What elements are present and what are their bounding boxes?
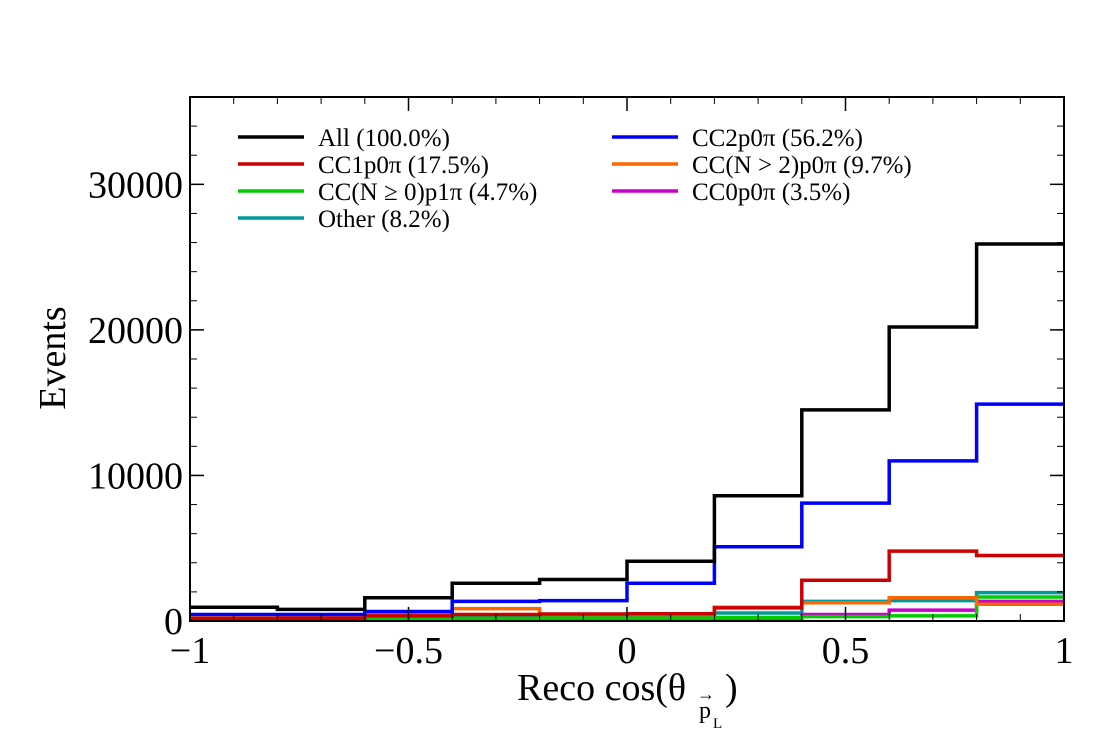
x-axis-title: Reco cos(θ [517, 667, 686, 709]
legend-label-5: CC0p0π (3.5%) [692, 179, 850, 206]
legend-label-3: CC(N > 2)p0π (9.7%) [692, 152, 912, 179]
legend: All (100.0%) CC2p0π (56.2%) CC1p0π (17.5%)… [228, 118, 968, 238]
x-axis-title-close: ) [725, 667, 738, 709]
y-tick-label-3: 30000 [88, 164, 183, 206]
series-layer [190, 242, 1064, 622]
x-axis-title-subscript-l: L [713, 716, 722, 732]
x-tick-label-0: −1 [170, 630, 210, 672]
series-line-1 [190, 402, 1064, 617]
x-axis-title-main: Reco cos(θ [517, 667, 686, 709]
legend-background [228, 118, 968, 238]
x-axis-title-arrow: → [697, 684, 715, 704]
y-axis-title: Events [32, 306, 74, 409]
x-tick-label-2: 0 [618, 630, 637, 672]
legend-label-4: CC(N ≥ 0)p1π (4.7%) [318, 179, 537, 206]
y-tick-label-1: 10000 [88, 455, 183, 497]
y-tick-label-0: 0 [164, 601, 183, 643]
x-axis-title-subscript-p: p [699, 698, 711, 724]
legend-label-2: CC1p0π (17.5%) [318, 152, 489, 179]
series-line-0 [190, 242, 1064, 612]
x-tick-label-1: −0.5 [374, 630, 443, 672]
legend-label-0: All (100.0%) [318, 125, 450, 152]
y-tick-label-2: 20000 [88, 310, 183, 352]
legend-label-1: CC2p0π (56.2%) [692, 125, 863, 152]
ticks-layer: −1 −0.5 0 0.5 1 0 10000 20000 30000 [88, 96, 1074, 672]
x-tick-label-3: 0.5 [822, 630, 870, 672]
legend-label-6: Other (8.2%) [318, 206, 450, 233]
x-tick-label-4: 1 [1055, 630, 1074, 672]
